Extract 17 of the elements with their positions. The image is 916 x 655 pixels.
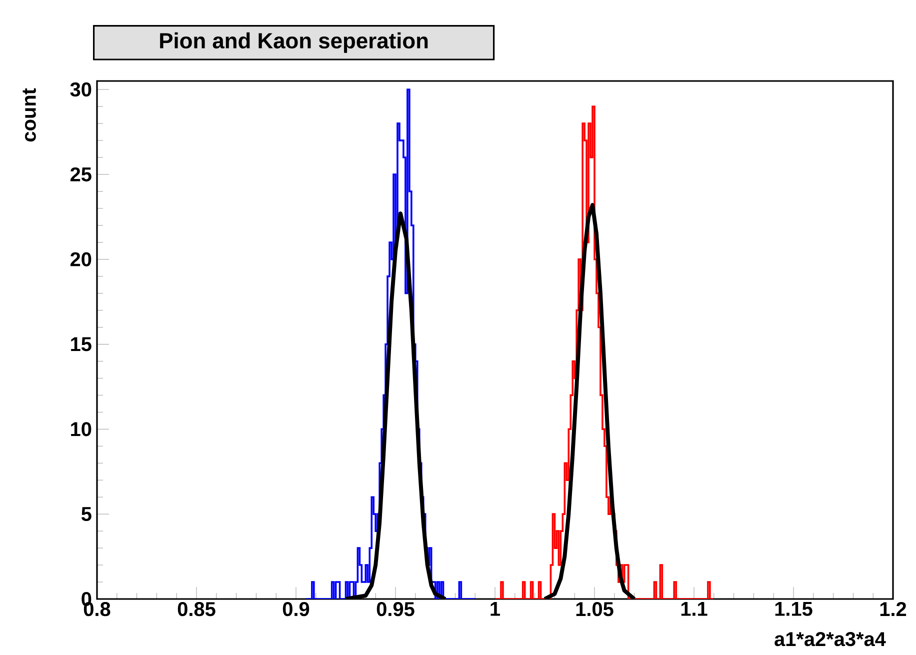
x-tick-label: 1.1 <box>681 602 708 616</box>
x-tick-label: 1.05 <box>576 602 614 616</box>
y-axis-title: count <box>22 88 36 142</box>
x-tick-label: 0.95 <box>376 602 414 616</box>
y-tick-label: 10 <box>71 422 92 436</box>
x-tick-label: 1.2 <box>880 602 906 616</box>
x-tick-label: 1.15 <box>775 602 812 616</box>
y-tick-label: 15 <box>71 337 92 352</box>
x-axis-title: a1*a2*a3*a4 <box>774 632 886 646</box>
y-tick-label: 20 <box>70 252 92 266</box>
y-tick-label: 25 <box>70 167 92 182</box>
x-tick-label: 0.9 <box>282 602 310 616</box>
y-tick-label: 30 <box>70 82 92 97</box>
x-tick-label: 0.85 <box>178 602 216 616</box>
x-tick-label: 1 <box>490 602 500 616</box>
y-tick-label: 5 <box>82 507 92 522</box>
chart-title: Pion and Kaon seperation <box>160 32 428 53</box>
